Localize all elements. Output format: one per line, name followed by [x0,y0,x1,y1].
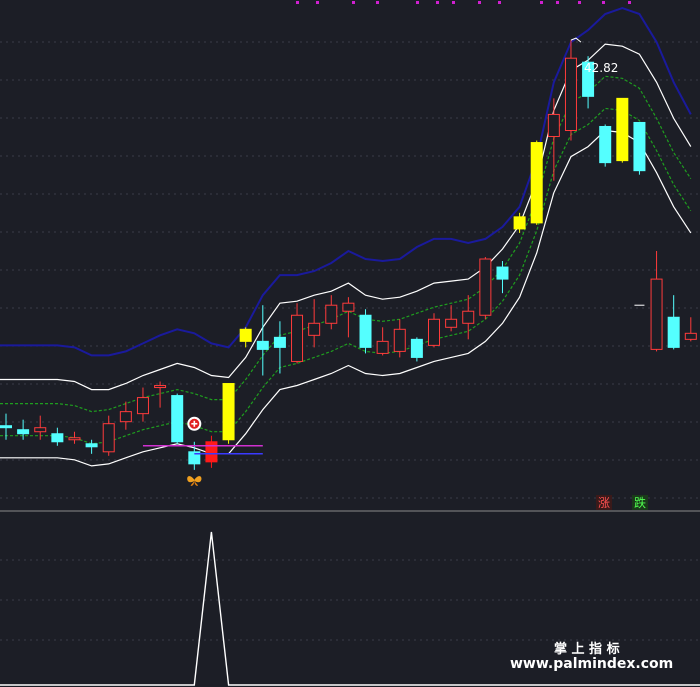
candle-body-24 [410,338,423,358]
grid [0,41,700,641]
watermark-url: www.palmindex.com [510,656,673,672]
down-badge: 跌 [634,495,646,510]
candle-body-40 [684,332,697,340]
candle-body-30 [513,216,526,230]
candle-body-8 [136,397,149,415]
candle-body-29 [496,266,509,280]
candle-body-7 [119,411,132,423]
candle-body-23 [393,328,406,352]
candles [0,40,697,470]
candle-body-36 [616,97,629,162]
candle-body-17 [291,314,304,362]
down-badge-bg [632,495,648,510]
up-badge-bg [596,495,612,510]
candle-body-11 [188,451,201,465]
candle-body-20 [342,302,355,312]
candle-body-37 [633,121,646,172]
butterfly-wing-left [187,476,195,483]
top-dot-12 [602,1,605,4]
candle-body-13 [222,383,235,441]
candle-body-32 [547,113,560,138]
candle-body-35 [599,125,612,164]
top-dot-10 [556,1,559,4]
candle-body-25 [428,318,440,346]
candle-body-5 [85,443,98,448]
butterfly-tail [190,480,198,486]
band-mid-lower [0,107,692,445]
candle-body-3 [51,433,64,443]
top-dot-5 [436,1,439,4]
candle-body-10 [171,395,184,443]
candle-body-21 [359,314,372,348]
candle-body-14 [239,328,252,342]
candle-body-4 [68,437,81,441]
candle-body-12 [205,441,218,463]
candle-body-34 [582,61,595,97]
watermark-title: 掌 上 指 标 [554,641,620,657]
top-dot-0 [296,1,299,4]
candle-body-31 [530,142,543,224]
band-mid-upper [0,75,692,413]
top-dot-9 [540,1,543,4]
band-outer-upper [0,6,692,357]
top-dot-3 [376,1,379,4]
max-price-pointer [570,37,582,43]
candle-body-28 [479,258,492,316]
candle-body-6 [102,423,115,453]
candle-body-0 [0,425,12,429]
band-lower [0,129,692,467]
candle-body-18 [308,322,321,336]
candle-body-1 [17,429,30,435]
butterfly-icon [187,476,202,486]
indicator-line [0,531,700,686]
butterfly-wing-right [194,476,202,483]
top-dot-4 [416,1,419,4]
markers [142,37,645,486]
candle-body-39 [667,316,680,348]
top-dot-1 [316,1,319,4]
top-dot-7 [478,1,481,4]
candle-body-2 [34,427,47,433]
candle-body-22 [376,340,389,354]
candle-body-27 [462,310,475,324]
candle-body-15 [256,340,269,350]
candle-body-38 [650,278,663,350]
top-dot-13 [628,1,631,4]
up-badge: 涨 [598,495,610,510]
candle-body-19 [325,304,338,324]
candle-body-26 [445,318,458,328]
top-dots [296,1,631,4]
candle-body-9 [154,385,167,389]
indicator-panel [0,531,700,686]
top-dot-6 [452,1,455,4]
top-dot-8 [498,1,501,4]
candle-body-16 [273,336,286,348]
top-dot-11 [578,1,581,4]
top-dot-2 [352,1,355,4]
candle-body-33 [564,57,577,131]
max-price-label: 42.82 [584,61,618,75]
